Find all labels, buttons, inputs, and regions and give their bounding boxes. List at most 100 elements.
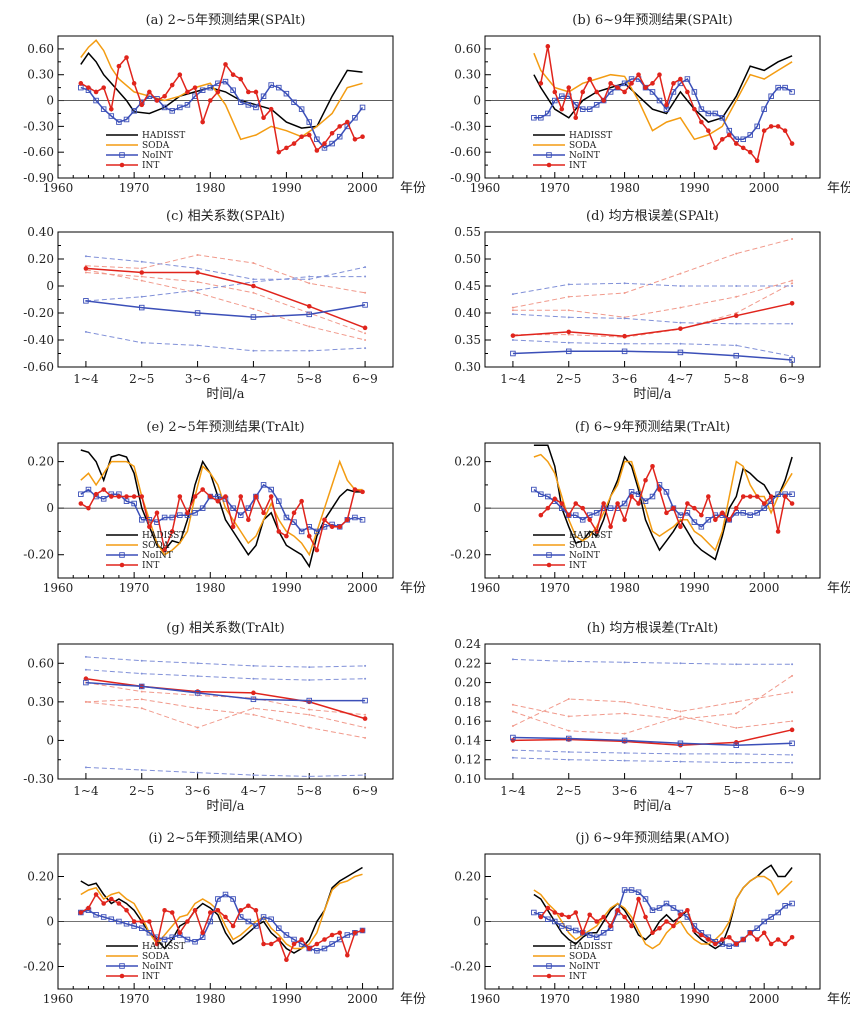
point-noint <box>705 517 712 523</box>
ytick-label: 0.10 <box>454 772 481 786</box>
point-int <box>706 494 711 499</box>
point-noint <box>754 510 760 516</box>
point-noint <box>572 927 579 934</box>
panel-f: (f) 6~9年预测结果(TrAlt) -0.20 0 0.20 1960 1970 198… <box>450 420 850 596</box>
series-line-soda <box>80 459 363 557</box>
point-int <box>629 923 634 929</box>
panel-title-f: (f) 6~9年预测结果(TrAlt) <box>575 420 730 435</box>
point-int <box>615 907 620 913</box>
point <box>735 712 738 715</box>
xtick-label: 2000 <box>347 581 378 595</box>
point-noint <box>250 314 257 320</box>
ytick-label: 0.20 <box>27 870 54 884</box>
legend-marker-int <box>119 562 125 568</box>
point-noint <box>222 78 229 85</box>
series-line-int_dash <box>85 682 366 716</box>
point <box>140 690 143 693</box>
point-int <box>124 55 129 60</box>
point-int <box>306 303 312 309</box>
point-noint <box>566 735 572 742</box>
point-int <box>740 145 746 151</box>
point-noint <box>123 921 130 927</box>
point-int <box>253 494 259 499</box>
point-int <box>276 149 282 155</box>
point-noint <box>579 517 586 523</box>
series-line-noint_dash <box>85 331 366 352</box>
panel-title-b: (b) 6~9年预测结果(SPAlt) <box>572 13 732 28</box>
point-int <box>538 512 544 518</box>
point-noint <box>775 84 781 91</box>
point-noint <box>593 934 600 941</box>
series-line-noint <box>80 80 364 149</box>
point-int <box>650 930 655 936</box>
ytick-label: 0.50 <box>454 252 481 266</box>
legend-label-noint: NoINT <box>142 151 173 161</box>
xtick-label: 1970 <box>540 181 571 195</box>
point-int <box>692 106 697 112</box>
point <box>791 761 794 764</box>
point-int <box>601 914 606 920</box>
point <box>252 713 255 716</box>
ytick-label: 0.20 <box>27 455 54 469</box>
point-int <box>116 901 122 906</box>
point-noint <box>138 304 145 311</box>
series-line-soda <box>80 39 363 141</box>
point-int <box>329 130 335 136</box>
ytick-label: -0.60 <box>450 145 481 159</box>
series-line-int <box>80 55 363 154</box>
point-int <box>573 115 579 121</box>
legend-marker-int <box>546 562 552 568</box>
point-int <box>238 907 244 913</box>
point-noint <box>283 932 290 938</box>
point-int <box>594 919 599 924</box>
point <box>196 280 199 283</box>
point-int <box>629 81 634 86</box>
point-noint <box>344 932 351 938</box>
point-int <box>657 487 662 492</box>
point-int <box>789 300 795 306</box>
point <box>735 295 738 298</box>
point-int <box>314 941 320 947</box>
xtick-label: 2000 <box>749 581 780 595</box>
series-line-int_dash <box>85 269 366 341</box>
ytick-label: 0 <box>46 733 54 747</box>
ytick-label: -0.20 <box>23 960 54 974</box>
point <box>252 664 255 667</box>
point-noint <box>245 918 252 925</box>
point-noint <box>789 491 795 497</box>
point-noint <box>230 505 236 511</box>
xtick-label: 1990 <box>679 181 710 195</box>
point-noint <box>663 900 670 907</box>
point-noint <box>194 690 201 696</box>
ytick-label: -0.20 <box>450 548 481 562</box>
point-noint <box>359 517 366 523</box>
point-int <box>761 501 767 506</box>
point <box>623 759 626 762</box>
point-int <box>566 914 572 920</box>
point-noint <box>684 76 691 82</box>
series-line-noint <box>80 893 363 952</box>
panel-b: (b) 6~9年预测结果(SPAlt) -0.90 -0.60 -0.30 0 0.30 0… <box>450 13 850 196</box>
point-int <box>594 89 599 95</box>
point <box>679 710 682 713</box>
point <box>567 283 570 286</box>
point <box>623 712 626 715</box>
point-noint <box>593 510 600 516</box>
legend-label-hadisst: HADISST <box>142 942 185 952</box>
point-int <box>685 501 690 506</box>
point <box>196 662 199 665</box>
series-line-int_dash <box>512 711 793 735</box>
xtick-label: 1990 <box>271 581 302 595</box>
point-noint <box>207 84 214 91</box>
legend-marker-noint <box>119 963 125 969</box>
point-int <box>643 477 648 483</box>
point-noint <box>253 923 259 929</box>
xtick-label: 4~7 <box>241 784 266 798</box>
panel-h: (h) 均方根误差(TrAlt) 0.10 0.12 0.14 0.16 0.18 0.20… <box>454 620 821 814</box>
point-int <box>622 914 627 920</box>
point-int <box>299 134 304 139</box>
point-int <box>559 106 565 112</box>
point-int <box>345 952 350 958</box>
ytick-label: -0.20 <box>450 960 481 974</box>
